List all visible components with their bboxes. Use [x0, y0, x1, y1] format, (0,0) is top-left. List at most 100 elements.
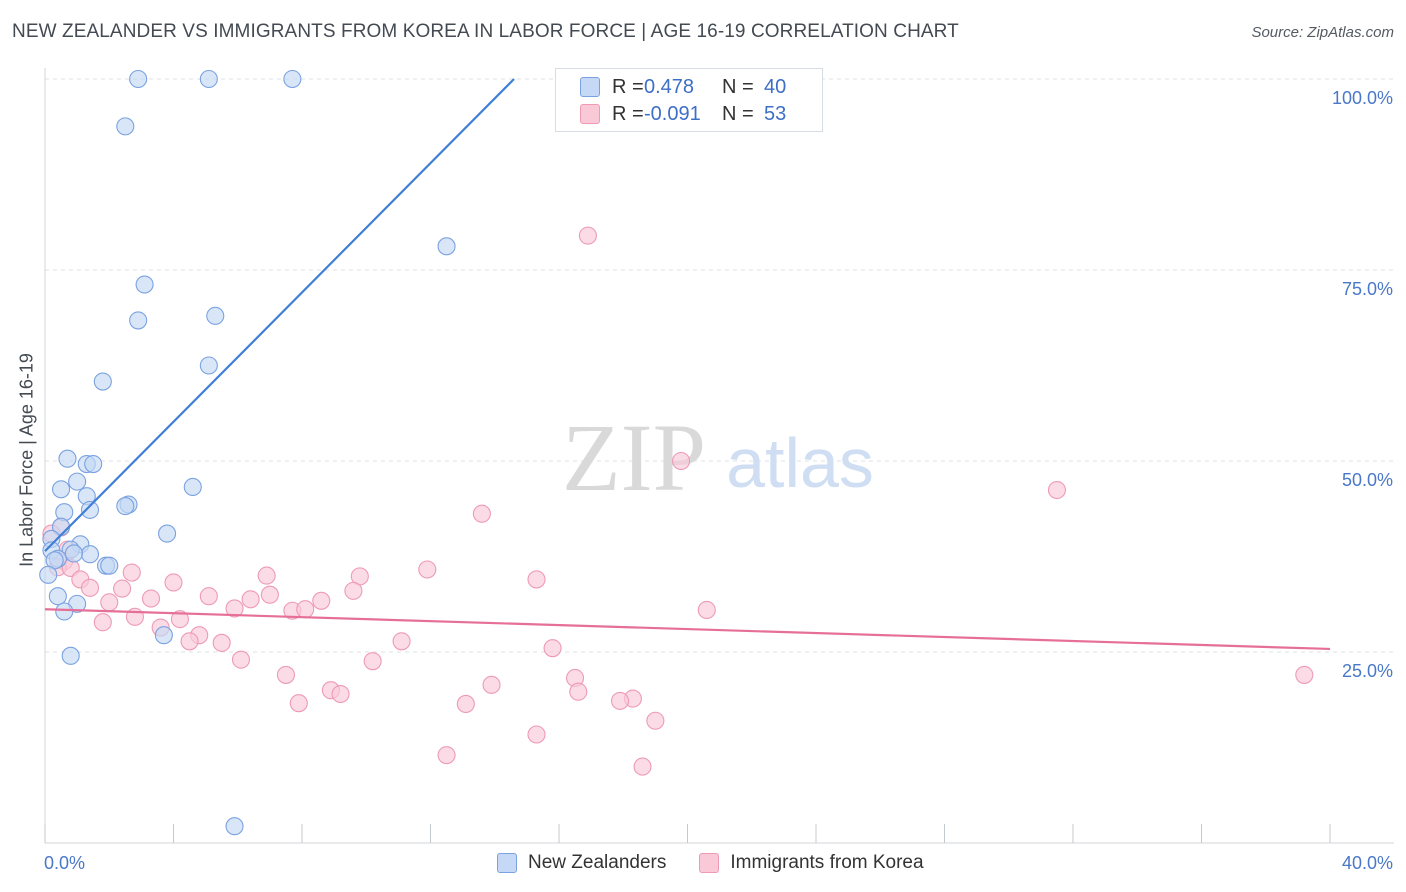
data-point-nz [437, 237, 456, 256]
data-point-korea [646, 711, 665, 730]
data-point-korea [392, 632, 411, 651]
y-tick-label: 25.0% [1342, 661, 1393, 681]
legend-r-value: -0.091 [644, 102, 701, 125]
legend-label-immigrants-from-korea: Immigrants from Korea [730, 852, 924, 873]
legend-row-new-zealanders: R = 0.478 N = 40 [580, 74, 786, 100]
legend-r-label: R = [612, 75, 644, 98]
data-point-nz [61, 646, 80, 665]
legend-n-label: N = [722, 102, 754, 125]
data-point-korea [543, 639, 562, 658]
data-point-nz [154, 626, 173, 645]
data-point-korea [697, 600, 716, 620]
data-point-korea [312, 591, 331, 610]
legend-swatch-blue [497, 853, 517, 873]
watermark: ZIP atlas [562, 404, 874, 511]
data-point-nz [48, 587, 67, 606]
data-point-nz [58, 449, 77, 468]
data-point-korea [212, 633, 231, 652]
data-point-korea [418, 560, 437, 579]
data-point-korea [80, 578, 100, 597]
trendline-immigrants-from-korea [44, 608, 1331, 651]
data-point-nz [283, 69, 302, 89]
series-legend: New Zealanders Immigrants from Korea [497, 852, 957, 874]
data-point-nz [93, 372, 112, 391]
data-point-korea [231, 650, 251, 669]
data-point-korea [225, 599, 244, 618]
data-point-nz [68, 472, 87, 491]
legend-row-immigrants-from-korea: R = -0.091 N = 53 [580, 101, 786, 127]
data-point-korea [141, 589, 161, 608]
watermark-atlas: atlas [726, 424, 874, 502]
legend-item-new-zealanders[interactable]: New Zealanders [497, 852, 666, 874]
data-point-nz [129, 69, 148, 89]
x-tick-label: 0.0% [44, 853, 85, 873]
data-point-nz [80, 500, 100, 519]
data-point-korea [100, 593, 119, 612]
gridlines [45, 78, 1394, 653]
tick-labels: 25.0% 50.0% 75.0% 100.0% 0.0% 40.0% [44, 88, 1393, 873]
legend-swatch-pink [580, 104, 600, 124]
data-point-korea [257, 566, 276, 585]
legend-item-immigrants-from-korea[interactable]: Immigrants from Korea [699, 852, 924, 874]
data-point-nz [158, 524, 177, 543]
data-point-korea [482, 675, 501, 694]
data-point-korea [113, 579, 132, 598]
data-point-korea [276, 665, 295, 684]
series-immigrants-from-korea [42, 226, 1314, 776]
data-point-korea [344, 581, 363, 600]
trendline-new-zealanders [44, 78, 515, 552]
legend-r-value: 0.478 [644, 75, 695, 98]
legend-swatch-pink [699, 853, 720, 873]
correlation-legend: R = 0.478 N = 40 R = -0.091 N = 53 [555, 68, 823, 132]
data-point-korea [331, 684, 350, 704]
data-point-nz [52, 480, 71, 499]
data-point-korea [260, 585, 279, 604]
data-point-nz [129, 311, 148, 330]
trendlines [44, 78, 1331, 651]
data-point-korea [633, 757, 652, 776]
data-point-korea [241, 590, 260, 609]
data-point-nz [55, 602, 74, 621]
data-point-korea [164, 573, 183, 592]
data-point-korea [527, 570, 546, 589]
data-point-nz [135, 275, 154, 294]
source-label: Source: ZipAtlas.com [1251, 24, 1394, 41]
data-point-korea [456, 694, 475, 714]
legend-r-label: R = [612, 102, 644, 125]
data-point-korea [1295, 665, 1314, 684]
data-point-korea [672, 451, 691, 471]
data-point-nz [39, 565, 58, 584]
data-point-nz [116, 117, 135, 136]
data-point-nz [100, 556, 119, 575]
data-point-korea [199, 587, 218, 606]
data-point-nz [225, 817, 244, 836]
data-point-korea [527, 725, 546, 744]
data-point-korea [363, 652, 382, 671]
data-point-nz [199, 356, 218, 375]
data-point-nz [199, 69, 218, 89]
data-point-nz [183, 477, 202, 497]
x-tick-label: 40.0% [1342, 853, 1393, 873]
data-point-korea [122, 563, 141, 582]
data-point-korea [93, 613, 112, 632]
data-point-nz [116, 497, 135, 516]
chart-title: NEW ZEALANDER VS IMMIGRANTS FROM KOREA I… [12, 21, 959, 42]
data-point-korea [1047, 480, 1066, 500]
y-tick-label: 50.0% [1342, 470, 1393, 490]
axes [44, 68, 1394, 844]
legend-n-label: N = [722, 75, 754, 98]
data-point-korea [437, 746, 456, 765]
legend-n-value: 53 [764, 102, 787, 125]
series-new-zealanders [39, 69, 456, 836]
data-point-korea [296, 600, 315, 619]
data-point-nz [80, 545, 100, 564]
data-point-nz [206, 306, 225, 325]
data-point-korea [180, 632, 199, 651]
data-point-korea [170, 610, 189, 629]
data-point-korea [569, 682, 588, 701]
data-point-korea [472, 504, 491, 523]
data-point-korea [578, 226, 597, 245]
data-point-korea [289, 694, 308, 713]
data-point-nz [64, 544, 83, 563]
